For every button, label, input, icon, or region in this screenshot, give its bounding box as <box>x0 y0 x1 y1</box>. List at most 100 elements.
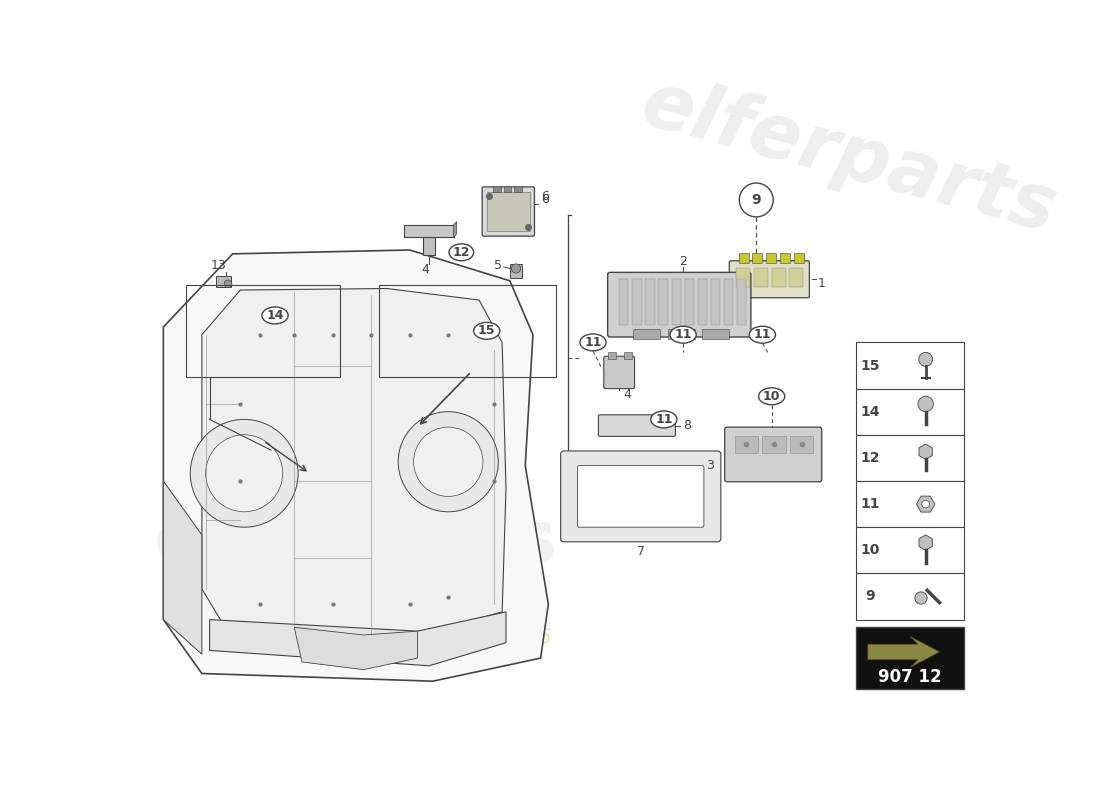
Text: 11: 11 <box>860 497 880 511</box>
Text: 3: 3 <box>706 459 714 472</box>
Circle shape <box>739 183 773 217</box>
Bar <box>856 481 964 527</box>
Polygon shape <box>868 637 939 667</box>
Bar <box>794 253 804 263</box>
Bar <box>724 279 733 326</box>
Text: elferparts: elferparts <box>634 66 1064 249</box>
Ellipse shape <box>449 244 474 261</box>
Text: 14: 14 <box>860 405 880 418</box>
Text: 6: 6 <box>541 190 549 202</box>
Bar <box>671 279 681 326</box>
Bar <box>790 435 813 453</box>
Ellipse shape <box>759 388 784 405</box>
Bar <box>737 279 746 326</box>
Text: 6: 6 <box>541 194 549 206</box>
Text: elferparts: elferparts <box>154 508 558 577</box>
Circle shape <box>224 280 232 288</box>
Text: 1: 1 <box>818 277 826 290</box>
FancyBboxPatch shape <box>725 427 822 482</box>
Text: a passion for parts since 1985: a passion for parts since 1985 <box>220 559 553 649</box>
Polygon shape <box>295 627 418 670</box>
Text: 11: 11 <box>656 413 672 426</box>
Text: 4: 4 <box>421 262 429 276</box>
Bar <box>767 253 777 263</box>
Bar <box>659 279 668 326</box>
Bar <box>504 186 512 192</box>
Text: 14: 14 <box>266 309 284 322</box>
Ellipse shape <box>749 326 775 343</box>
Text: 15: 15 <box>478 324 495 338</box>
Bar <box>711 279 720 326</box>
FancyBboxPatch shape <box>561 451 720 542</box>
Text: 10: 10 <box>763 390 780 403</box>
Bar <box>856 627 964 689</box>
Polygon shape <box>453 222 456 237</box>
Text: 10: 10 <box>860 543 880 558</box>
Bar <box>856 389 964 435</box>
Text: 13: 13 <box>211 259 227 272</box>
Ellipse shape <box>262 307 288 324</box>
Text: 907 12: 907 12 <box>879 668 942 686</box>
Bar <box>790 268 803 287</box>
Bar <box>186 285 341 377</box>
Bar <box>493 186 500 192</box>
Bar <box>752 253 762 263</box>
Bar <box>515 186 522 192</box>
Bar <box>856 342 964 389</box>
Bar <box>736 268 750 287</box>
Text: 8: 8 <box>683 419 691 432</box>
Bar <box>856 435 964 481</box>
Bar <box>486 192 530 230</box>
Bar <box>632 279 641 326</box>
Bar <box>762 435 785 453</box>
Circle shape <box>917 396 933 412</box>
Bar <box>510 264 522 278</box>
FancyBboxPatch shape <box>482 187 535 236</box>
Text: 5: 5 <box>494 259 502 272</box>
Bar <box>668 329 695 339</box>
Circle shape <box>918 353 933 366</box>
Bar <box>703 329 729 339</box>
Polygon shape <box>163 250 548 682</box>
Bar <box>624 352 631 358</box>
Bar <box>634 329 660 339</box>
Ellipse shape <box>651 411 676 428</box>
Text: 15: 15 <box>860 358 880 373</box>
FancyBboxPatch shape <box>578 466 704 527</box>
Bar <box>780 253 790 263</box>
Bar <box>684 279 694 326</box>
Circle shape <box>414 427 483 496</box>
Text: 11: 11 <box>674 328 692 341</box>
Polygon shape <box>422 237 436 255</box>
Text: 9: 9 <box>751 193 761 207</box>
Polygon shape <box>163 481 202 654</box>
Polygon shape <box>405 225 453 237</box>
Text: 11: 11 <box>754 328 771 341</box>
Bar <box>378 285 557 377</box>
FancyBboxPatch shape <box>604 356 635 389</box>
FancyBboxPatch shape <box>729 261 810 298</box>
Text: 12: 12 <box>452 246 470 259</box>
Text: 2: 2 <box>679 255 688 268</box>
Polygon shape <box>209 612 506 666</box>
Ellipse shape <box>580 334 606 351</box>
Bar <box>216 276 231 287</box>
FancyBboxPatch shape <box>607 272 751 337</box>
Bar <box>735 435 758 453</box>
Bar <box>697 279 707 326</box>
Ellipse shape <box>474 322 499 339</box>
Ellipse shape <box>670 326 696 343</box>
Circle shape <box>190 419 298 527</box>
Bar <box>646 279 654 326</box>
Polygon shape <box>202 289 506 635</box>
Text: 4: 4 <box>623 388 630 402</box>
Circle shape <box>922 500 930 508</box>
Text: 9: 9 <box>866 590 874 603</box>
Bar <box>608 352 616 358</box>
Circle shape <box>206 435 283 512</box>
Bar <box>738 253 748 263</box>
Text: 12: 12 <box>860 451 880 465</box>
Bar <box>856 574 964 619</box>
Bar <box>754 268 768 287</box>
Text: 11: 11 <box>584 336 602 349</box>
